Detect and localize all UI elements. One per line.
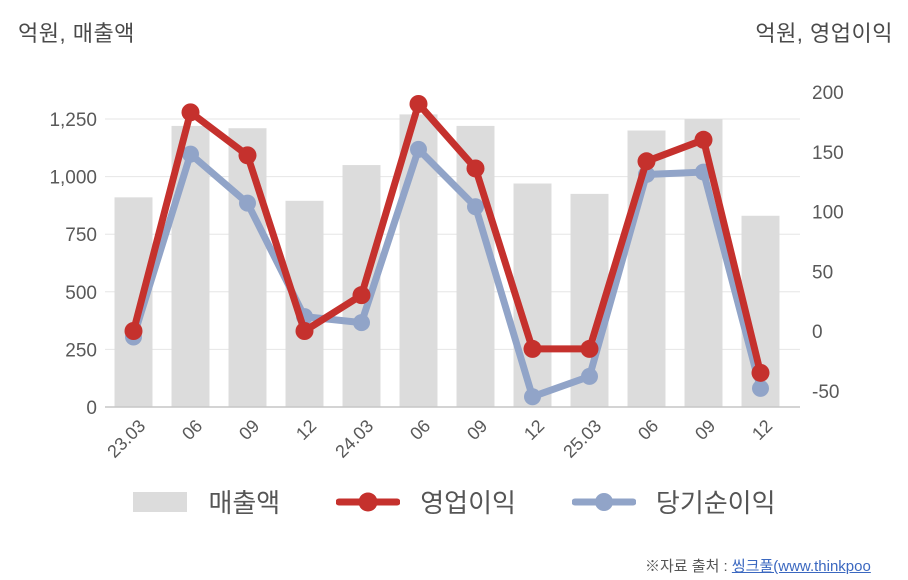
net-income-point <box>524 388 541 406</box>
operating-profit-point <box>466 159 485 178</box>
x-axis-tick-label: 12 <box>520 416 548 444</box>
revenue-bar <box>513 183 552 407</box>
right-axis-tick-label: 0 <box>812 322 823 343</box>
x-axis-tick-label: 12 <box>748 416 776 444</box>
right-axis-tick-label: 150 <box>812 143 844 164</box>
operating-profit-point <box>181 103 200 122</box>
operating-profit-point <box>409 94 428 113</box>
left-axis-tick-label: 750 <box>65 225 97 246</box>
operating-profit-point <box>124 322 143 340</box>
operating-profit-point <box>352 286 371 305</box>
x-axis-tick-label: 12 <box>292 416 320 444</box>
operating-profit-point <box>751 363 770 382</box>
left-axis-tick-label: 250 <box>65 340 97 361</box>
combo-chart-svg: 0 250 500 750 1,000 1,250 -50 0 50 100 150 200 23.03… <box>49 83 844 462</box>
chart-legend: 매출액 영업이익 당기순이익 <box>0 483 908 520</box>
source-link[interactable]: 씽크풀(www.thinkpoo <box>731 558 871 575</box>
x-axis-tick-label: 25.03 <box>559 416 605 462</box>
left-axis-tick-label: 0 <box>86 398 97 419</box>
legend-item-net-income[interactable]: 당기순이익 <box>571 483 776 520</box>
operating-profit-line-swatch-icon <box>336 492 401 511</box>
revenue-bar <box>228 128 267 407</box>
x-axis-tick-label: 09 <box>691 416 719 444</box>
right-axis-tick-label: -50 <box>812 382 839 403</box>
operating-profit-point <box>580 339 599 358</box>
operating-profit-point <box>295 322 314 340</box>
net-income-line <box>130 145 764 401</box>
net-income-point <box>182 145 199 163</box>
right-axis-tick-label: 50 <box>812 262 833 283</box>
right-axis-title: 억원, 영업이익 <box>755 21 893 46</box>
x-axis-tick-label: 24.03 <box>331 416 377 462</box>
net-income-point <box>410 140 427 158</box>
net-income-point <box>581 367 598 385</box>
legend-label-net-income: 당기순이익 <box>655 488 776 518</box>
revenue-bar-swatch-icon <box>133 491 188 512</box>
legend-label-operating-profit: 영업이익 <box>420 488 516 518</box>
left-axis-tick-label: 1,000 <box>49 168 97 189</box>
legend-item-revenue[interactable]: 매출액 <box>132 483 280 520</box>
revenue-bar <box>285 200 324 407</box>
source-prefix: ※자료 출처 : <box>645 558 732 575</box>
x-axis-tick-label: 06 <box>406 416 434 444</box>
left-axis-tick-label: 1,250 <box>49 110 97 131</box>
operating-profit-line <box>130 100 764 377</box>
right-axis-tick-label: 100 <box>812 203 844 224</box>
net-income-point <box>353 314 370 332</box>
x-axis-tick-label: 09 <box>463 416 491 444</box>
x-axis-tick-label: 23.03 <box>103 416 149 462</box>
operating-profit-point <box>238 146 257 165</box>
source-note: ※자료 출처 : 씽크풀(www.thinkpoo <box>645 555 871 576</box>
net-income-line-swatch-icon <box>571 492 636 511</box>
net-income-point <box>752 379 769 397</box>
operating-profit-point <box>637 152 656 171</box>
right-axis-tick-label: 200 <box>812 83 844 104</box>
left-axis-tick-label: 500 <box>65 283 97 304</box>
net-income-point <box>467 198 484 216</box>
legend-item-operating-profit[interactable]: 영업이익 <box>336 483 516 520</box>
x-axis-tick-label: 06 <box>178 416 206 444</box>
net-income-point <box>239 194 256 212</box>
operating-profit-point <box>694 130 713 149</box>
operating-profit-point <box>523 339 542 358</box>
revenue-bar <box>684 119 723 407</box>
x-axis-tick-label: 06 <box>634 416 662 444</box>
x-axis-tick-label: 09 <box>235 416 263 444</box>
legend-label-revenue: 매출액 <box>208 488 281 518</box>
left-axis-title: 억원, 매출액 <box>18 21 135 46</box>
